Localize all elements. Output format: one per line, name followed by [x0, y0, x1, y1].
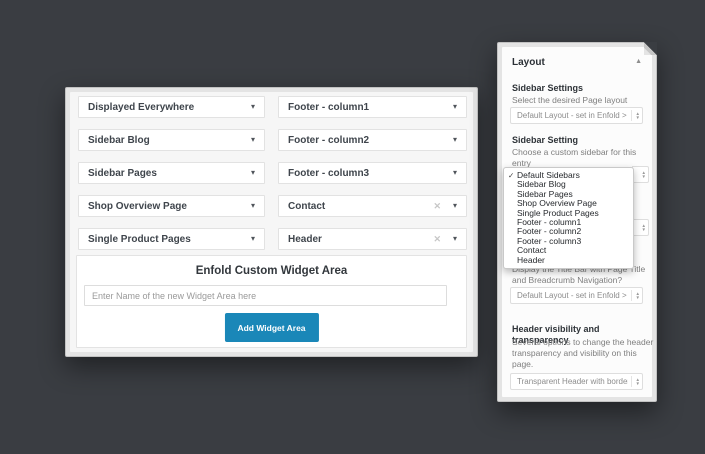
widget-area-select-footer-column2[interactable]: Footer - column2 ▾	[278, 129, 467, 151]
chevron-down-icon: ▾	[452, 168, 457, 177]
select-value: Transparent Header with border	[517, 377, 628, 386]
select-label: Sidebar Pages	[88, 167, 157, 179]
header-visibility-description: Several options to change the header tra…	[512, 337, 654, 369]
panel-title: Layout	[512, 57, 545, 68]
dropdown-option-header[interactable]: Header	[517, 254, 545, 265]
chevron-down-icon: ▾	[452, 102, 457, 111]
page-layout-select[interactable]: Default Layout - set in Enfold > ▲ ▼	[510, 107, 643, 124]
select-value: Default Layout - set in Enfold >	[517, 111, 627, 120]
chevron-down-icon: ▾	[250, 201, 255, 210]
dropdown-option-shop-overview-page[interactable]: Shop Overview Page	[517, 198, 597, 209]
widget-area-select-contact[interactable]: Contact ✕ ▾	[278, 195, 467, 217]
dropdown-option-contact[interactable]: Contact	[517, 245, 547, 256]
add-widget-area-button[interactable]: Add Widget Area	[224, 313, 319, 342]
layout-settings-window: Layout ▲ Sidebar Settings Select the des…	[497, 42, 657, 402]
remove-icon[interactable]: ✕	[433, 233, 441, 244]
layout-settings-body: Layout ▲ Sidebar Settings Select the des…	[502, 47, 654, 397]
dropdown-option-footer-column1[interactable]: Footer - column1	[517, 216, 582, 227]
select-label: Footer - column1	[288, 101, 370, 113]
dropdown-option-footer-column2[interactable]: Footer - column2	[517, 226, 582, 237]
title-bar-select[interactable]: Default Layout - set in Enfold > ▲ ▼	[510, 287, 643, 304]
chevron-down-icon: ▾	[250, 234, 255, 243]
hidden-select-fragment[interactable]: ▲ ▼	[632, 219, 649, 236]
widget-area-select-footer-column1[interactable]: Footer - column1 ▾	[278, 96, 467, 118]
widget-area-select-sidebar-blog[interactable]: Sidebar Blog ▾	[78, 129, 265, 151]
select-label: Single Product Pages	[88, 233, 191, 245]
section-title: Enfold Custom Widget Area	[195, 265, 348, 277]
custom-sidebar-select-fragment[interactable]: ▲ ▼	[632, 166, 649, 183]
widget-area-select-footer-column3[interactable]: Footer - column3 ▾	[278, 162, 467, 184]
widget-area-manager-window: Displayed Everywhere ▾ Footer - column1 …	[65, 87, 478, 357]
stepper-icon: ▲ ▼	[641, 222, 646, 232]
widget-area-manager-body: Displayed Everywhere ▾ Footer - column1 …	[70, 92, 473, 352]
dropdown-option-sidebar-pages[interactable]: Sidebar Pages	[517, 188, 573, 199]
stepper-icon: ▲ ▼	[630, 376, 640, 387]
select-label: Sidebar Blog	[88, 134, 150, 146]
sidebar-settings-heading: Sidebar Settings	[512, 83, 584, 93]
chevron-down-icon: ▾	[452, 234, 457, 243]
collapse-panel-icon[interactable]: ▲	[635, 58, 642, 65]
header-transparency-select[interactable]: Transparent Header with border ▲ ▼	[510, 373, 643, 390]
chevron-down-icon: ▾	[452, 135, 457, 144]
dropdown-option-sidebar-blog[interactable]: Sidebar Blog	[517, 179, 566, 190]
new-widget-area-section: Enfold Custom Widget Area Add Widget Are…	[76, 255, 467, 348]
widget-area-select-shop-overview-page[interactable]: Shop Overview Page ▾	[78, 195, 265, 217]
sidebar-setting-description: Choose a custom sidebar for this entry	[512, 147, 637, 168]
widget-area-select-displayed-everywhere[interactable]: Displayed Everywhere ▾	[78, 96, 265, 118]
remove-icon[interactable]: ✕	[433, 200, 441, 211]
chevron-down-icon: ▾	[452, 201, 457, 210]
sidebar-settings-description: Select the desired Page layout	[512, 95, 628, 105]
stepper-icon: ▲ ▼	[630, 110, 640, 121]
select-value: Default Layout - set in Enfold >	[517, 291, 627, 300]
dropdown-option-default-sidebars[interactable]: ✓ Default Sidebars	[508, 170, 580, 180]
select-label: Footer - column3	[288, 167, 370, 179]
select-label: Displayed Everywhere	[88, 101, 195, 113]
select-label: Footer - column2	[288, 134, 370, 146]
dropdown-option-single-product-pages[interactable]: Single Product Pages	[517, 207, 599, 218]
stepper-icon: ▲ ▼	[630, 290, 640, 301]
stepper-icon: ▲ ▼	[641, 169, 646, 179]
chevron-down-icon: ▾	[250, 168, 255, 177]
chevron-down-icon: ▾	[250, 135, 255, 144]
folded-corner-cut	[644, 42, 657, 55]
check-icon: ✓	[508, 171, 515, 180]
select-label: Contact	[288, 200, 326, 212]
widget-area-select-header[interactable]: Header ✕ ▾	[278, 228, 467, 250]
new-widget-area-name-input[interactable]	[84, 285, 447, 306]
widget-area-select-sidebar-pages[interactable]: Sidebar Pages ▾	[78, 162, 265, 184]
header-visibility-heading: Header visibility and transparency	[512, 324, 600, 345]
custom-sidebar-dropdown-menu: ✓ Default Sidebars Sidebar Blog Sidebar …	[503, 167, 634, 269]
widget-area-select-single-product-pages[interactable]: Single Product Pages ▾	[78, 228, 265, 250]
chevron-down-icon: ▾	[250, 102, 255, 111]
dropdown-option-footer-column3[interactable]: Footer - column3	[517, 235, 582, 246]
title-bar-description: Display the Title Bar with Page Title an…	[512, 264, 646, 285]
sidebar-setting-heading: Sidebar Setting	[512, 135, 579, 145]
select-label: Shop Overview Page	[88, 200, 187, 212]
select-label: Header	[288, 233, 322, 245]
